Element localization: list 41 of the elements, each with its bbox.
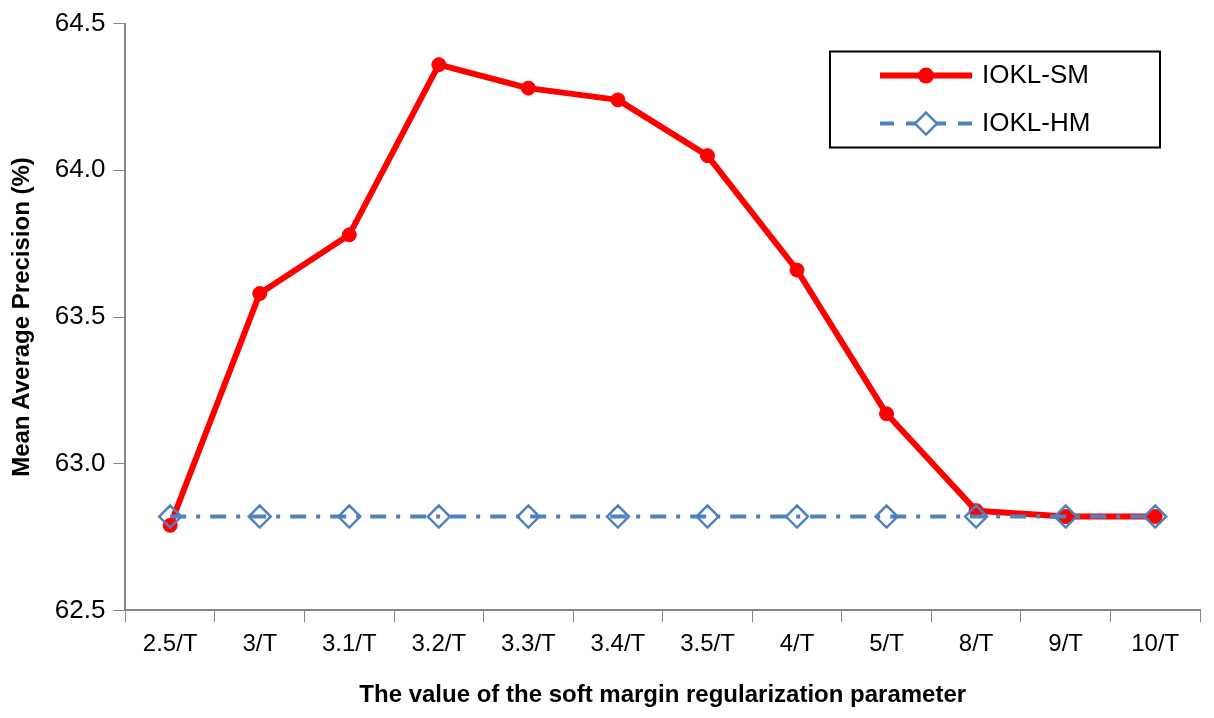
point xyxy=(431,57,447,73)
legend-label: IOKL-SM xyxy=(982,58,1089,89)
point xyxy=(247,504,272,529)
point xyxy=(789,262,805,278)
point xyxy=(426,504,452,529)
point xyxy=(605,504,631,529)
point xyxy=(337,504,362,529)
point xyxy=(695,504,720,529)
point xyxy=(341,227,357,243)
y-tick-label: 63.0 xyxy=(54,446,106,477)
point xyxy=(1142,504,1168,529)
point xyxy=(963,504,989,529)
point xyxy=(1053,504,1078,529)
point xyxy=(516,504,541,529)
point xyxy=(610,92,626,108)
y-tick-label: 63.5 xyxy=(54,300,106,331)
x-tick-label: 3.2/T xyxy=(411,629,467,657)
x-tick-label: 3.5/T xyxy=(680,629,736,657)
point xyxy=(157,504,183,529)
legend-label: IOKL-HM xyxy=(982,106,1091,137)
x-tick-label: 3.1/T xyxy=(321,629,377,657)
y-tick-label: 62.5 xyxy=(54,593,106,624)
x-tick-label: 2.5/T xyxy=(142,629,198,657)
x-tick-label: 5/T xyxy=(869,629,905,657)
point xyxy=(784,504,810,529)
point xyxy=(520,80,536,96)
x-tick-label: 9/T xyxy=(1048,629,1084,657)
x-axis-title: The value of the soft margin regularization parameter xyxy=(359,680,967,708)
x-tick-label: 4/T xyxy=(779,629,815,657)
x-tick-label: 10/T xyxy=(1131,629,1180,657)
point xyxy=(699,148,715,164)
y-axis-title: Mean Average Precision (%) xyxy=(7,157,35,477)
point xyxy=(874,504,899,529)
x-tick-label: 3.3/T xyxy=(501,629,557,657)
point xyxy=(252,286,268,302)
x-tick-label: 8/T xyxy=(958,629,994,657)
y-tick-label: 64.0 xyxy=(54,153,106,184)
x-tick-label: 3.4/T xyxy=(590,629,646,657)
y-tick-label: 64.5 xyxy=(54,6,106,37)
point xyxy=(879,406,895,422)
x-tick-label: 3/T xyxy=(242,629,278,657)
